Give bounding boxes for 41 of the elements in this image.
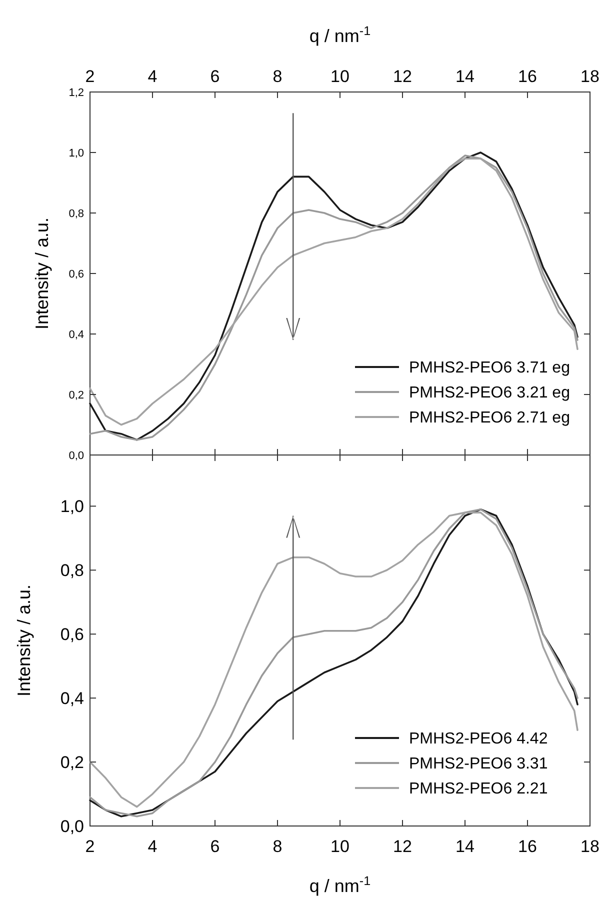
x-tick-label: 2 [85,837,95,856]
y-tick-label: 0,2 [68,389,84,402]
y-axis-title: Intensity / a.u. [14,584,34,697]
x2-tick-label: 10 [330,67,350,86]
legend-label: PMHS2-PEO6 4.42 [409,730,548,748]
y-tick-label: 1,0 [60,497,84,516]
y-tick-label: 1,0 [68,147,84,160]
x-tick-label: 18 [580,837,600,856]
x2-tick-label: 18 [580,67,600,86]
x-tick-label: 4 [148,837,158,856]
x-tick-label: 12 [393,837,412,856]
x-tick-label: 8 [272,837,282,856]
x-tick-label: 10 [330,837,350,856]
x2-tick-label: 8 [272,67,282,86]
x2-tick-label: 6 [210,67,220,86]
y-tick-label: 1,2 [68,86,84,99]
legend-label: PMHS2-PEO6 2.71 eg [409,410,570,427]
y-tick-label: 0,8 [60,561,84,580]
x2-axis-title: q / nm$^{-1}$ [309,24,371,46]
y-tick-label: 0,0 [68,450,84,462]
y-axis-title: Intensity / a.u. [32,217,52,330]
legend-label: PMHS2-PEO6 3.21 eg [409,384,570,402]
x-axis-title: q / nm$^{-1}$ [309,874,371,896]
legend-label: PMHS2-PEO6 2.21 [409,780,548,798]
y-tick-label: 0,0 [60,816,84,836]
x2-tick-label: 4 [148,67,158,86]
x-tick-label: 14 [456,837,474,856]
x2-tick-label: 14 [456,67,474,86]
x2-tick-label: 16 [518,67,537,86]
y-tick-label: 0,6 [60,625,84,644]
y-tick-label: 0,4 [60,689,84,708]
y-tick-label: 0,8 [68,208,84,220]
legend-label: PMHS2-PEO6 3.31 [409,756,548,773]
y-tick-label: 0,6 [68,268,84,280]
x-tick-label: 16 [518,837,537,856]
x-tick-label: 6 [210,837,220,856]
x2-tick-label: 12 [393,67,412,86]
y-tick-label: 0,4 [68,328,84,341]
y-tick-label: 0,2 [60,752,84,772]
x2-tick-label: 2 [85,67,95,86]
legend-label: PMHS2-PEO6 3.71 eg [409,360,570,377]
